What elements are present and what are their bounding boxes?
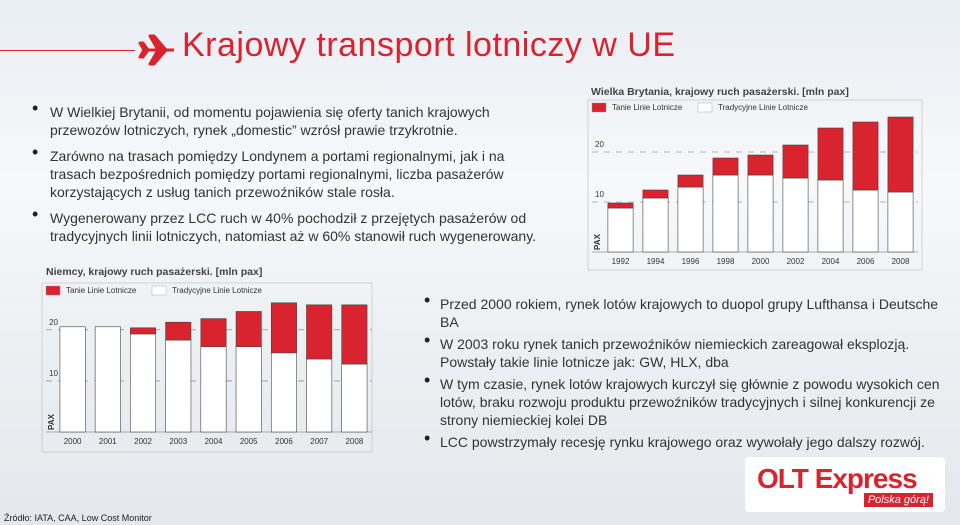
bar-segment	[677, 186, 704, 253]
bar-segment	[306, 358, 333, 433]
x-tick-label: 2002	[134, 437, 152, 446]
x-tick-label: 2007	[310, 437, 328, 446]
bullet: Zarówno na trasach pomiędzy Londynem a p…	[32, 143, 552, 201]
bar-segment	[712, 157, 739, 176]
chart-title: Wielka Brytania, krajowy ruch pasażerski…	[591, 86, 849, 98]
bar-segment	[306, 304, 333, 360]
x-tick-label: 2008	[892, 257, 910, 266]
bar-segment	[817, 127, 844, 181]
bar-segment	[235, 311, 262, 348]
x-tick-label: 2000	[752, 257, 770, 266]
y-tick-label: 20	[49, 318, 58, 327]
bar-segment	[782, 144, 809, 179]
logo-brand: OLT Express	[757, 463, 918, 494]
y-tick-label: 20	[595, 140, 604, 149]
y-tick-label: 10	[595, 190, 604, 199]
x-tick-label: 2004	[822, 257, 840, 266]
bar-segment	[341, 304, 368, 365]
bar-segment	[94, 326, 121, 433]
x-tick-label: 1994	[647, 257, 665, 266]
bullet: W 2003 roku rynek tanich przewoźników ni…	[424, 331, 944, 371]
bullet: Wygenerowany przez LCC ruch w 40% pochod…	[32, 205, 552, 245]
y-tick-label: 10	[49, 369, 58, 378]
chart-frame	[587, 99, 923, 271]
legend-label: Tanie Linie Lotnicze	[66, 286, 137, 295]
bar-segment	[165, 321, 192, 341]
legend-swatch	[45, 285, 61, 296]
chart-title: Niemcy, krajowy ruch pasażerski. [mln pa…	[46, 266, 263, 278]
bottom-bullets: Przed 2000 rokiem, rynek lotów krajowych…	[424, 291, 944, 455]
bar-segment	[887, 116, 914, 193]
bar-segment	[642, 189, 669, 199]
legend-label: Tradycyjne Linie Lotnicze	[718, 103, 809, 112]
bar-segment	[200, 346, 227, 433]
title-rule	[0, 50, 135, 51]
bar-segment	[607, 207, 634, 253]
top-bullets: W Wielkiej Brytanii, od momentu pojawien…	[32, 99, 552, 253]
logo-tagline: Polska górą!	[863, 493, 933, 507]
plane-icon	[138, 34, 174, 66]
bar-segment	[852, 121, 879, 191]
legend-swatch	[591, 102, 607, 113]
x-tick-label: 2001	[99, 437, 117, 446]
bullet: W tym czasie, rynek lotów krajowych kurc…	[424, 371, 944, 429]
legend-label: Tanie Linie Lotnicze	[612, 103, 683, 112]
x-tick-label: 2003	[169, 437, 187, 446]
legend-swatch	[697, 102, 713, 113]
bar-segment	[677, 174, 704, 188]
bullet: W Wielkiej Brytanii, od momentu pojawien…	[32, 99, 552, 139]
bar-segment	[817, 179, 844, 253]
chart-frame	[41, 282, 373, 453]
x-tick-label: 2002	[787, 257, 805, 266]
bar-segment	[130, 333, 157, 433]
bar-segment	[782, 177, 809, 253]
source: Źródło: IATA, CAA, Low Cost Monitor	[4, 513, 152, 523]
x-tick-label: 1992	[612, 257, 630, 266]
x-tick-label: 1996	[682, 257, 700, 266]
legend-swatch	[151, 285, 167, 296]
bar-segment	[200, 318, 227, 348]
slide-title: Krajowy transport lotniczy w UE	[182, 26, 676, 64]
bar-segment	[165, 339, 192, 433]
x-tick-label: 2006	[275, 437, 293, 446]
bar-segment	[887, 191, 914, 253]
y-axis-label: PAX	[47, 413, 56, 430]
bullet: LCC powstrzymały recesję rynku krajowego…	[424, 429, 944, 451]
logo: OLT Express Polska górą!	[745, 457, 945, 512]
bar-segment	[59, 326, 86, 433]
bar-segment	[607, 202, 634, 209]
bar-segment	[712, 174, 739, 253]
x-tick-label: 2005	[240, 437, 258, 446]
bar-segment	[270, 302, 297, 354]
bar-segment	[747, 174, 774, 253]
x-tick-label: 2006	[857, 257, 875, 266]
y-axis-label: PAX	[593, 233, 602, 250]
bar-segment	[747, 154, 774, 176]
bar-segment	[235, 346, 262, 433]
bullet: Przed 2000 rokiem, rynek lotów krajowych…	[424, 291, 944, 331]
bar-segment	[642, 197, 669, 253]
x-tick-label: 2008	[345, 437, 363, 446]
legend-label: Tradycyjne Linie Lotnicze	[172, 286, 263, 295]
bar-segment	[341, 363, 368, 433]
x-tick-label: 1998	[717, 257, 735, 266]
bar-segment	[270, 352, 297, 433]
x-tick-label: 2000	[64, 437, 82, 446]
bar-segment	[852, 189, 879, 253]
bar-segment	[130, 327, 157, 335]
x-tick-label: 2004	[205, 437, 223, 446]
